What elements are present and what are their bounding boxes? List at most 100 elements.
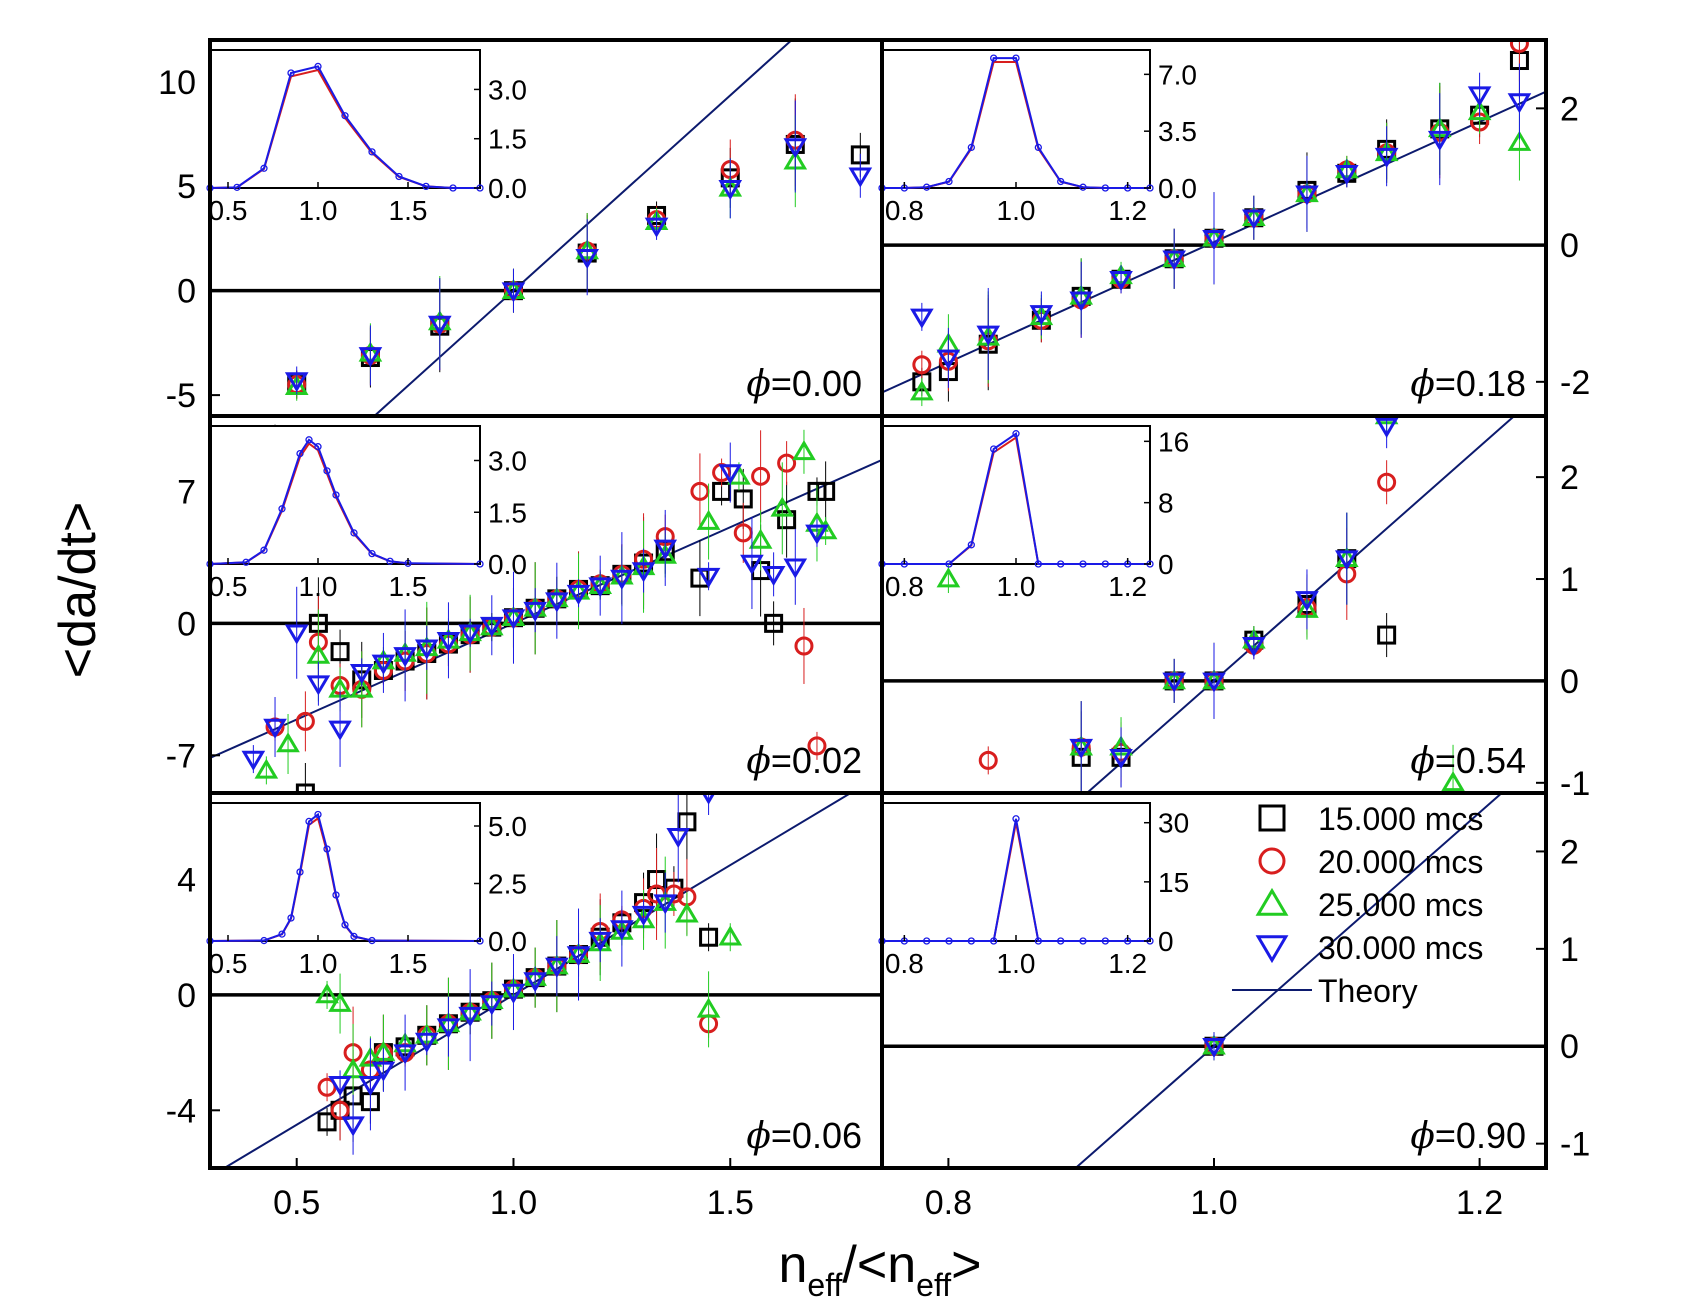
series-3 — [1202, 1032, 1226, 1061]
inset-y-tick-label: 3.0 — [488, 446, 527, 477]
data-point — [358, 347, 383, 368]
inset-point — [332, 491, 340, 499]
x-tick-label: 0.5 — [273, 1184, 320, 1222]
y-tick-label: 1 — [1560, 561, 1579, 599]
inset-point — [323, 467, 331, 475]
data-point — [328, 1076, 352, 1097]
data-point — [1029, 305, 1054, 326]
legend-marker — [1258, 804, 1286, 832]
inset-curve — [209, 812, 481, 942]
theory-line — [222, 793, 853, 1168]
data-point — [1109, 749, 1133, 770]
x-axis-label-end: > — [951, 1236, 981, 1294]
data-point — [436, 1018, 461, 1039]
inset-point — [923, 937, 931, 945]
data-point — [328, 991, 352, 1012]
data-point — [588, 577, 613, 598]
inset-phi090: 0.8 1.0 1.2 0 15 30 — [878, 802, 1189, 979]
inset-x-tick-label: 1.0 — [997, 948, 1036, 979]
data-point — [284, 372, 309, 393]
data-point — [978, 750, 998, 770]
data-point — [631, 562, 656, 583]
phi-annotation: ϕ=0.54 — [1410, 740, 1526, 782]
data-point — [644, 217, 669, 238]
inset-point — [990, 54, 998, 62]
inset-point — [422, 182, 430, 191]
data-point — [718, 180, 743, 201]
data-point — [1295, 185, 1319, 206]
inset-x-tick-label: 0.8 — [885, 195, 924, 226]
plot-area-phi054 — [882, 416, 1546, 793]
inset-phi002: 0.5 1.0 1.5 0.0 1.5 3.0 — [206, 425, 527, 602]
data-point — [315, 983, 339, 1004]
phi-symbol: ϕ — [1410, 741, 1435, 782]
y-tick-label: 2 — [1560, 459, 1579, 497]
panel-phi054: -1 0 1 2 ϕ=0.54 0.8 1.0 1.2 0 8 16 — [878, 416, 1590, 803]
data-point — [1242, 636, 1266, 658]
inset-point — [967, 143, 975, 152]
inset-point — [1057, 177, 1065, 186]
inset-y-tick-label: 8 — [1158, 488, 1174, 519]
y-tick-label: 5 — [177, 168, 196, 206]
data-point — [330, 1100, 350, 1120]
data-point — [545, 592, 569, 613]
theory-line — [372, 40, 794, 416]
x-axis-label-mid: /<n — [842, 1236, 916, 1294]
inset-phi054: 0.8 1.0 1.2 0 8 16 — [878, 425, 1189, 602]
inset-point — [1101, 560, 1109, 568]
inset-point — [945, 937, 953, 945]
inset-x-tick-label: 0.8 — [885, 948, 924, 979]
data-point — [1374, 417, 1399, 438]
inset-curve — [882, 431, 1150, 565]
inset-point — [1101, 184, 1109, 192]
inset-point — [296, 868, 304, 876]
data-point — [1509, 40, 1529, 53]
y-tick-label: 0 — [177, 605, 196, 643]
inset-point — [242, 558, 250, 566]
inset-point — [1034, 143, 1042, 152]
inset-phi006: 0.5 1.0 1.5 0.0 2.5 5.0 — [206, 802, 527, 979]
phi-annotation: ϕ=0.06 — [746, 1115, 862, 1157]
inset-phi018: 0.8 1.0 1.2 0.0 3.5 7.0 — [878, 49, 1197, 226]
plot-area-phi090 — [882, 793, 1546, 1168]
data-point — [813, 519, 838, 540]
inset-point — [332, 891, 340, 899]
x-tick-label: 1.0 — [1190, 1184, 1237, 1222]
inset-x-tick-label: 1.0 — [299, 948, 338, 979]
x-axis-label: neff/<neff> — [778, 1236, 981, 1303]
y-ticks-phi018: -2 0 2 — [1536, 90, 1590, 402]
y-ticks-phi006: -4 0 4 — [166, 862, 220, 1130]
data-point — [690, 481, 710, 501]
phi-value: =0.54 — [1435, 740, 1526, 781]
data-point — [276, 732, 300, 753]
data-point — [1162, 250, 1186, 271]
data-point — [306, 675, 331, 696]
data-point — [358, 1076, 383, 1097]
data-point — [764, 613, 784, 633]
data-point — [675, 902, 699, 923]
data-point — [479, 616, 504, 637]
inset-y-tick-label: 0 — [1158, 549, 1174, 580]
data-point — [761, 566, 786, 587]
data-point — [1467, 86, 1492, 107]
inset-point — [278, 930, 286, 938]
inset-frame — [881, 425, 1151, 565]
inset-curve — [209, 65, 480, 189]
series-3 — [241, 442, 829, 774]
phi-annotation: ϕ=0.02 — [746, 740, 862, 782]
inset-x-tick-label: 0.5 — [209, 195, 248, 226]
inset-point — [1012, 815, 1020, 823]
data-point — [653, 894, 678, 915]
inset-y-tick-label: 1.5 — [488, 497, 527, 528]
inset-x-tick-label: 1.5 — [389, 571, 428, 602]
data-point — [427, 315, 452, 336]
data-point — [371, 654, 396, 675]
data-point — [349, 677, 374, 698]
inset-point — [1012, 430, 1020, 438]
inset-x-tick-label: 1.0 — [299, 571, 338, 602]
data-point — [1109, 270, 1133, 292]
inset-y-tick-label: 5.0 — [488, 811, 527, 842]
phi-value: =0.00 — [771, 363, 862, 404]
inset-x-tick-label: 1.2 — [1108, 571, 1147, 602]
phi-annotation: ϕ=0.00 — [746, 363, 862, 405]
